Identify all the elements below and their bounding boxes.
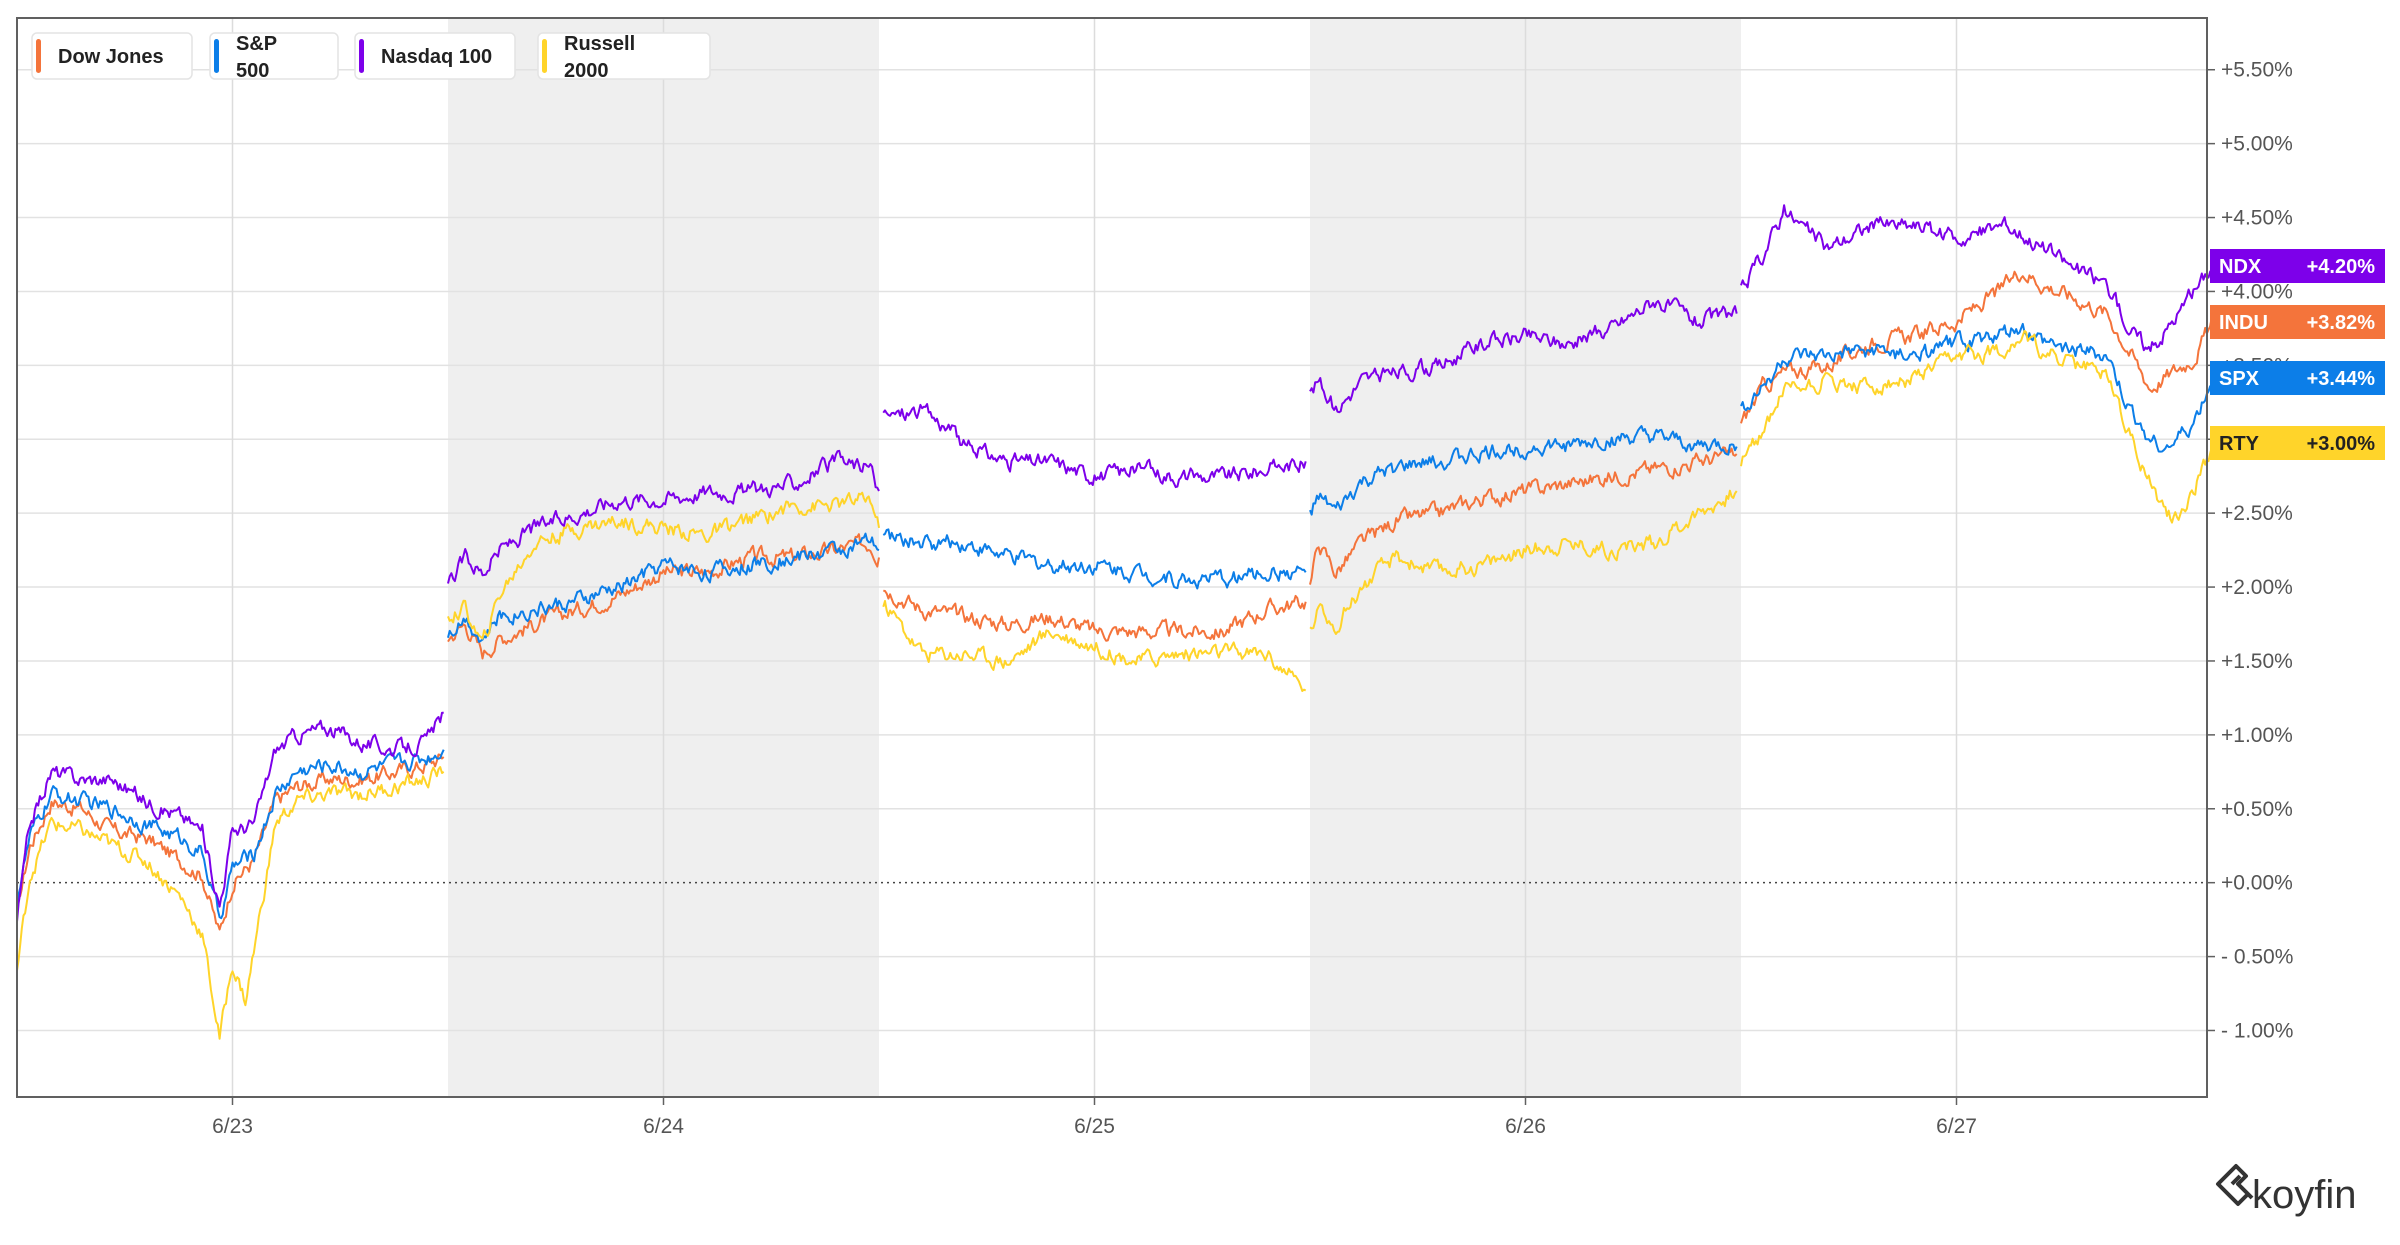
series-line-ndx — [1740, 204, 2217, 352]
y-tick-label: - 0.50% — [2221, 946, 2293, 969]
legend-label: Russell 2000 — [564, 33, 635, 82]
legend-label-line: 500 — [236, 60, 269, 82]
series-line-indu — [883, 589, 1307, 642]
last-tag-value: +3.82% — [2307, 312, 2376, 334]
y-tick-label: +5.00% — [2221, 133, 2293, 156]
legend-item-3: Russell 2000 — [537, 32, 711, 82]
y-tick-label: +5.50% — [2221, 59, 2293, 82]
last-tag-bg — [2210, 426, 2385, 460]
koyfin-wordmark: koyfin — [2252, 1173, 2357, 1217]
y-axis: +5.50%+5.00%+4.50%+4.00%+3.50%+3.00%+2.5… — [2207, 59, 2293, 1042]
y-tick-label: +2.50% — [2221, 502, 2293, 525]
legend: Dow Jones S&P 500 Nasdaq 100 Russell 2000 — [31, 32, 711, 82]
last-tag-ticker: INDU — [2219, 312, 2268, 334]
y-tick-label: +0.50% — [2221, 798, 2293, 821]
series-line-ndx — [16, 711, 444, 922]
series-line-rty — [1740, 329, 2216, 524]
last-tag-bg — [2210, 305, 2385, 339]
last-tag-bg — [2210, 249, 2385, 283]
legend-swatch — [542, 39, 547, 73]
series-line-spx — [1309, 425, 1738, 516]
last-tag-ticker: RTY — [2219, 433, 2260, 455]
last-tag-ndx: NDX +4.20% — [2210, 249, 2385, 283]
y-tick-label: +1.00% — [2221, 724, 2293, 747]
y-tick-label: - 1.00% — [2221, 1019, 2293, 1042]
x-axis: 6/23 6/24 6/25 6/26 6/27 — [212, 1097, 1977, 1138]
last-tag-rty: RTY +3.00% — [2210, 426, 2385, 460]
x-tick-label: 6/25 — [1074, 1115, 1115, 1138]
series-line-indu — [1740, 270, 2216, 424]
grid-lines — [17, 18, 2207, 1097]
last-tag-spx: SPX +3.44% — [2210, 361, 2385, 395]
x-tick-label: 6/23 — [212, 1115, 253, 1138]
series-indu — [16, 270, 2216, 931]
x-tick-label: 6/26 — [1505, 1115, 1546, 1138]
y-tick-label: +0.00% — [2221, 872, 2293, 895]
last-tag-value: +4.20% — [2307, 256, 2376, 278]
series-line-ndx — [882, 403, 1307, 489]
legend-label-line: Russell — [564, 33, 635, 55]
last-tag-value: +3.44% — [2307, 368, 2376, 390]
legend-box — [31, 32, 193, 80]
last-value-tags: INDU +3.82% SPX +3.44% NDX +4.20% RTY +3.00% — [2210, 249, 2385, 460]
series-line-spx — [882, 528, 1307, 590]
legend-swatch — [36, 39, 41, 73]
series-rty — [16, 329, 2216, 1040]
y-tick-label: +4.00% — [2221, 280, 2293, 303]
y-tick-label: +2.00% — [2221, 576, 2293, 599]
series-line-spx — [1740, 322, 2216, 453]
series-line-ndx — [1309, 297, 1738, 414]
legend-box — [209, 32, 339, 80]
series-ndx — [16, 204, 2217, 922]
last-tag-value: +3.00% — [2307, 433, 2376, 455]
legend-label-line: 2000 — [564, 60, 609, 82]
legend-box — [354, 32, 516, 80]
legend-swatch — [214, 39, 219, 73]
series-line-indu — [1309, 446, 1738, 585]
x-tick-label: 6/24 — [643, 1115, 684, 1138]
series-line-rty — [882, 600, 1307, 692]
x-tick-label: 6/27 — [1936, 1115, 1977, 1138]
koyfin-watermark: koyfin — [2216, 1164, 2357, 1217]
legend-item-2: Nasdaq 100 — [354, 32, 516, 80]
last-tag-ticker: NDX — [2219, 256, 2262, 278]
series-line-rty — [447, 491, 880, 640]
series-line-rty — [1309, 489, 1738, 635]
series-line-rty — [16, 766, 445, 1040]
y-tick-label: +4.50% — [2221, 207, 2293, 230]
legend-label: S&P 500 — [236, 33, 277, 82]
y-tick-label: +1.50% — [2221, 650, 2293, 673]
series-line-spx — [16, 749, 445, 920]
series-line-indu — [16, 753, 445, 931]
last-tag-ticker: SPX — [2219, 368, 2260, 390]
series-layer — [16, 204, 2217, 1040]
legend-swatch — [359, 39, 364, 73]
legend-item-1: S&P 500 — [209, 32, 339, 82]
series-line-spx — [447, 532, 880, 643]
plot-frame — [16, 17, 2208, 1098]
last-tag-bg — [2210, 361, 2385, 395]
legend-label: Nasdaq 100 — [381, 46, 492, 68]
series-spx — [16, 322, 2216, 920]
legend-box — [537, 32, 711, 80]
series-line-ndx — [447, 449, 880, 584]
last-tag-indu: INDU +3.82% — [2210, 305, 2385, 339]
legend-label-line: S&P — [236, 33, 277, 55]
legend-label: Dow Jones — [58, 46, 164, 68]
koyfin-logo-icon — [2216, 1164, 2254, 1206]
legend-item-0: Dow Jones — [31, 32, 193, 80]
